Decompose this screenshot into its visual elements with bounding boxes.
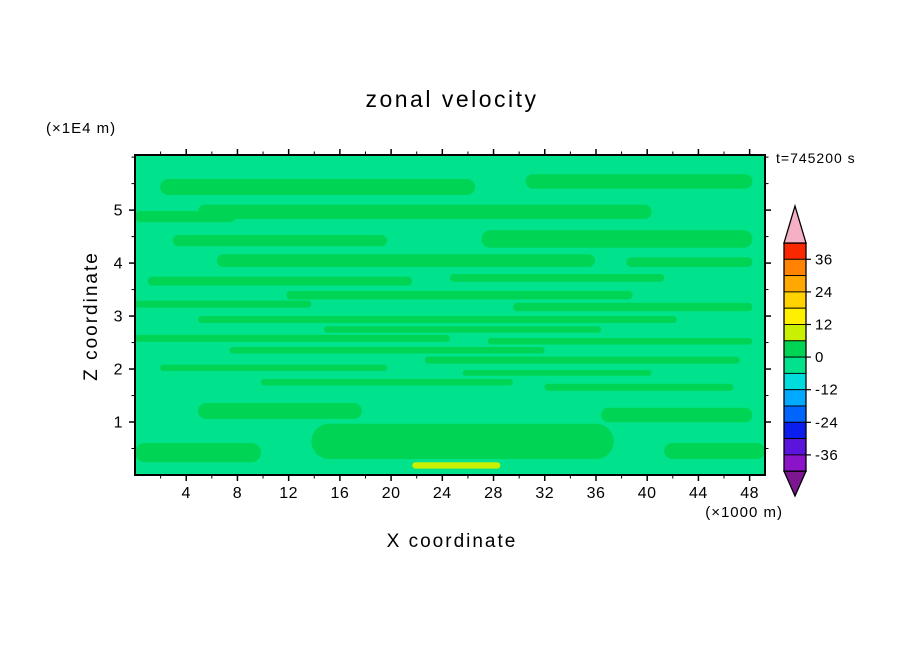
contour-band bbox=[198, 315, 677, 323]
colorbar-band bbox=[783, 324, 807, 342]
colorbar-label: 12 bbox=[815, 317, 833, 334]
y-tick-label: 3 bbox=[114, 309, 123, 326]
y-tick-label: 5 bbox=[114, 203, 123, 220]
colorbar-band bbox=[783, 307, 807, 325]
x-tick-label: 20 bbox=[382, 485, 401, 502]
contour-band bbox=[450, 274, 665, 282]
contour-band bbox=[229, 347, 545, 354]
contour-band bbox=[481, 230, 753, 248]
contour-band bbox=[544, 383, 734, 391]
contour-band bbox=[487, 338, 753, 345]
colorbar-band bbox=[783, 242, 807, 260]
contour-band bbox=[286, 291, 633, 300]
contour-band bbox=[198, 403, 362, 419]
x-tick-label: 16 bbox=[330, 485, 349, 502]
x-axis-label: X coordinate bbox=[387, 531, 518, 552]
x-tick-label: 8 bbox=[233, 485, 242, 502]
x-tick-label: 28 bbox=[484, 485, 503, 502]
x-tick-label: 32 bbox=[535, 485, 554, 502]
colorbar-label: -12 bbox=[815, 382, 838, 399]
colorbar-label: 36 bbox=[815, 251, 833, 268]
contour-band bbox=[261, 379, 513, 386]
contour-band bbox=[311, 423, 614, 459]
colorbar-band bbox=[783, 389, 807, 407]
time-label: t=745200 s bbox=[776, 150, 856, 166]
colorbar-band bbox=[783, 421, 807, 440]
contour-band bbox=[172, 235, 387, 247]
colorbar-label: -24 bbox=[815, 414, 838, 431]
contour-band bbox=[626, 257, 753, 267]
colorbar-band bbox=[783, 275, 807, 293]
x-tick-label: 12 bbox=[279, 485, 298, 502]
colorbar-band bbox=[783, 454, 807, 472]
contour-field bbox=[135, 155, 765, 475]
contour-band bbox=[135, 334, 450, 342]
contour-band bbox=[160, 364, 387, 371]
colorbar-label: 0 bbox=[815, 349, 824, 366]
contour-band bbox=[424, 356, 740, 364]
contour-band bbox=[664, 443, 765, 459]
x-tick-label: 4 bbox=[182, 485, 191, 502]
colorbar-band bbox=[783, 258, 807, 277]
colorbar-under-arrow bbox=[783, 470, 807, 498]
contour-band bbox=[135, 211, 236, 223]
contour-band bbox=[135, 300, 312, 308]
contour-band bbox=[513, 302, 753, 312]
x-tick-label: 44 bbox=[689, 485, 708, 502]
contour-band bbox=[525, 174, 753, 189]
contour-band bbox=[135, 443, 261, 463]
contour-band bbox=[412, 462, 501, 469]
y-axis-label: Z coordinate bbox=[81, 251, 102, 381]
x-tick-label: 48 bbox=[740, 485, 759, 502]
y-tick-label: 2 bbox=[114, 362, 123, 379]
y-tick-label: 1 bbox=[114, 415, 123, 432]
contour-band bbox=[160, 179, 476, 195]
colorbar-band bbox=[783, 438, 807, 456]
x-tick-label: 36 bbox=[587, 485, 606, 502]
colorbar-label: 24 bbox=[815, 284, 833, 301]
contour-band bbox=[147, 276, 413, 286]
colorbar-over-arrow bbox=[783, 203, 807, 244]
x-tick-label: 24 bbox=[433, 485, 452, 502]
colorbar-band bbox=[783, 340, 807, 358]
contour-band bbox=[601, 407, 753, 423]
contour-band bbox=[324, 326, 602, 333]
y-axis-unit-label: (×1E4 m) bbox=[46, 120, 116, 137]
contour-band bbox=[462, 370, 652, 376]
y-tick-label: 4 bbox=[114, 256, 123, 273]
colorbar: 36 24 12 0 -12 -24 -36 bbox=[783, 203, 838, 498]
plot-border bbox=[134, 154, 766, 476]
contour-band bbox=[216, 254, 595, 267]
colorbar-band bbox=[783, 291, 807, 309]
colorbar-label: -36 bbox=[815, 447, 838, 464]
x-axis-unit-label: (×1000 m) bbox=[705, 504, 783, 521]
chart-title: zonal velocity bbox=[365, 86, 538, 112]
x-tick-label: 40 bbox=[638, 485, 657, 502]
contour-band bbox=[198, 204, 652, 219]
colorbar-band bbox=[783, 405, 807, 423]
colorbar-band bbox=[783, 372, 807, 391]
colorbar-band bbox=[783, 356, 807, 374]
